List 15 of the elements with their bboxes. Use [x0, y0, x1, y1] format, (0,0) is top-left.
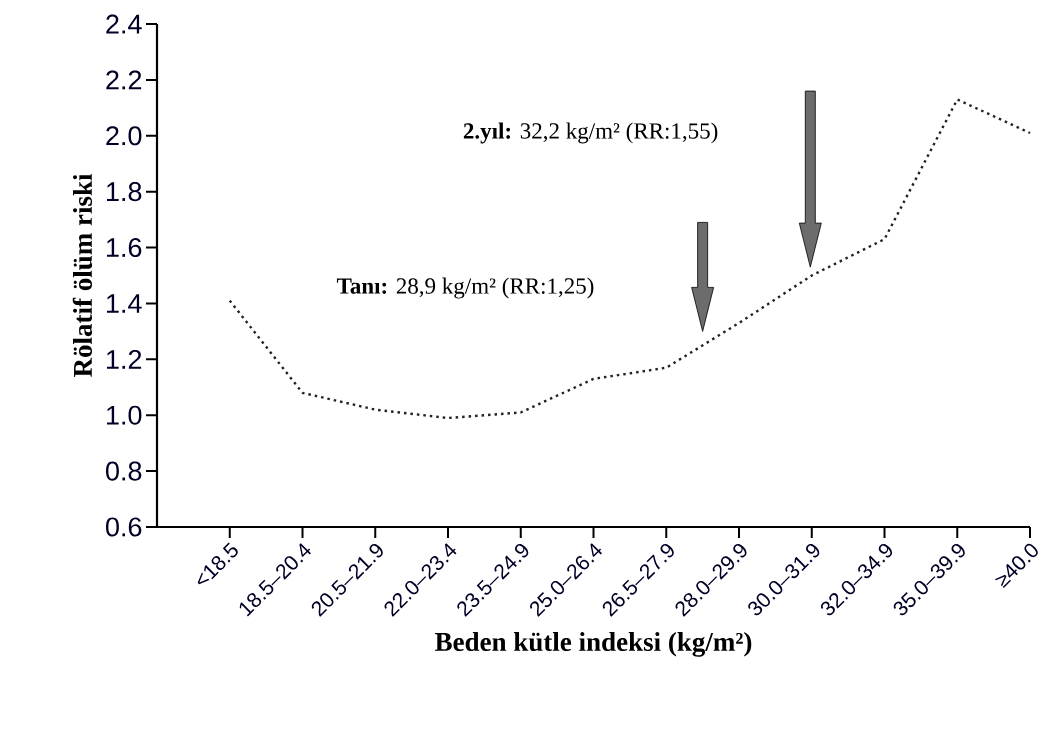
y-tick-label: 1.6 — [107, 238, 142, 258]
y-tick-label: 2.2 — [106, 70, 142, 90]
y-tick-label: 2.4 — [106, 14, 142, 34]
y-tick-label: 0.6 — [105, 517, 142, 537]
y-tick-label: 1.8 — [107, 182, 142, 202]
y-tick-label: 1.2 — [107, 349, 142, 369]
x-axis-title: Beden kütle indeksi (kg/m²) — [435, 632, 752, 657]
y-axis-title: Rölatif ölüm riski — [72, 173, 93, 378]
annotation: 2.yıl: 32,2 kg/m² (RR:1,55) — [463, 122, 718, 144]
y-tick-label: 1.4 — [107, 294, 142, 313]
y-tick-label: 1.0 — [107, 405, 142, 425]
annotation: Tanı: 28,9 kg/m² (RR:1,25) — [336, 277, 594, 299]
y-tick-label: 2.0 — [106, 126, 142, 146]
y-tick-label: 0.8 — [105, 461, 142, 481]
line-series — [228, 98, 1032, 420]
